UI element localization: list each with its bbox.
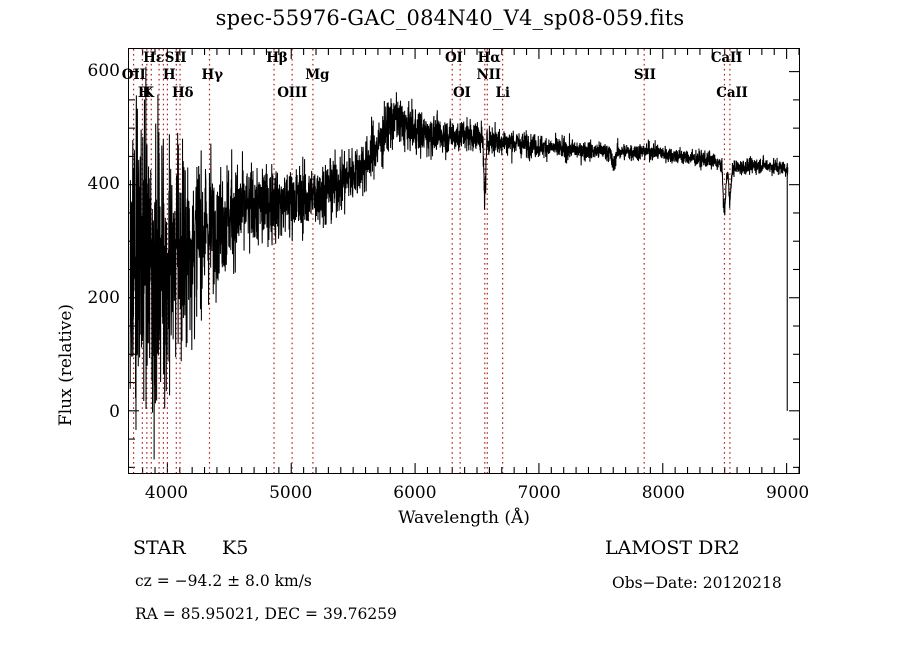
spectral-line-label: SII — [164, 50, 187, 66]
spectral-line-label: OIII — [277, 85, 308, 101]
spectral-line-label: CaII — [710, 50, 743, 66]
spectral-line-label: NII — [476, 67, 502, 83]
radial-velocity: cz = −94.2 ± 8.0 km/s — [135, 572, 312, 590]
spectral-line-label: K — [142, 85, 154, 101]
spectral-line-label: Hβ — [266, 50, 288, 66]
x-axis-label: Wavelength (Å) — [398, 508, 530, 528]
plot-area — [128, 48, 800, 474]
x-tick-label: 8000 — [641, 483, 685, 503]
x-tick-label: 9000 — [765, 483, 810, 503]
spectral-line-label: Hα — [477, 50, 501, 66]
x-tick-label: 4000 — [144, 483, 189, 503]
x-tick-label: 6000 — [393, 483, 437, 503]
survey-name: LAMOST DR2 — [605, 537, 740, 559]
y-tick-label: 400 — [87, 174, 120, 195]
spectrum-trace — [129, 66, 789, 460]
spectral-line-label: H — [137, 85, 151, 101]
spectral-line-label: Hδ — [171, 85, 194, 101]
spectrum-svg — [129, 49, 799, 473]
y-tick-label: 200 — [87, 287, 120, 308]
x-tick-label: 7000 — [517, 483, 561, 503]
spectral-line-label: Hγ — [201, 67, 223, 83]
spectral-line-label: Hε — [143, 50, 164, 66]
spectral-line-label: OII — [121, 67, 146, 83]
spectral-line-label: CaII — [716, 85, 748, 101]
spectral-class: K5 — [222, 537, 249, 559]
spectral-line-label: OI — [452, 85, 471, 101]
spectral-line-label: Mg — [305, 67, 330, 83]
spectral-line-label: OI — [444, 50, 463, 66]
observation-date: Obs−Date: 20120218 — [612, 574, 782, 592]
spectral-line-label: SII — [633, 67, 656, 83]
spectral-line-label: Li — [495, 85, 510, 101]
coordinates: RA = 85.95021, DEC = 39.76259 — [135, 605, 397, 623]
x-tick-label: 5000 — [269, 483, 313, 503]
y-axis-label-wrap: Flux (relative) — [56, 304, 76, 426]
figure-title: spec-55976-GAC_084N40_V4_sp08-059.fits — [215, 6, 685, 30]
object-type: STAR — [133, 537, 186, 559]
y-tick-label: 0 — [109, 401, 120, 422]
spectral-line-label: H — [162, 67, 176, 83]
y-axis-label: Flux (relative) — [56, 303, 76, 427]
y-tick-label: 600 — [87, 60, 120, 81]
